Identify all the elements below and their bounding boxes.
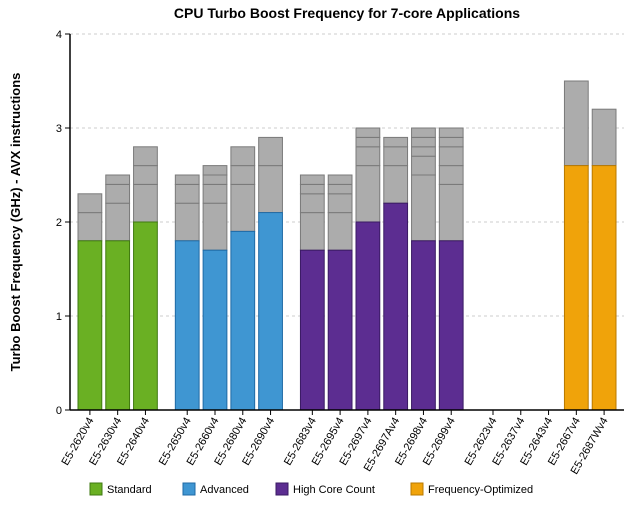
bar-extra-segment [439,166,463,185]
bar-extra-segment [259,137,283,165]
bar-extra-segment [592,109,616,165]
bar-base [259,213,283,410]
bar-extra-segment [412,128,436,137]
bar-base [384,203,408,410]
chart-title: CPU Turbo Boost Frequency for 7-core App… [174,5,520,21]
bar-extra-segment [328,213,352,251]
y-tick-label: 0 [56,405,62,417]
bar-extra-segment [134,166,158,185]
bar-extra-segment [384,166,408,204]
chart-svg: CPU Turbo Boost Frequency for 7-core App… [0,0,634,510]
bar-extra-segment [203,203,227,250]
bar-extra-segment [412,175,436,241]
bar-extra-segment [412,156,436,175]
bar-extra-segment [300,194,324,213]
chart-container: CPU Turbo Boost Frequency for 7-core App… [0,0,634,510]
bar-extra-segment [412,147,436,156]
bar-extra-segment [439,137,463,146]
bar-extra-segment [231,166,255,185]
bar-extra-segment [356,147,380,166]
bar-base [328,250,352,410]
legend-swatch [183,483,195,495]
bar-extra-segment [203,175,227,184]
bar-extra-segment [231,147,255,166]
bar-extra-segment [356,128,380,137]
bar-extra-segment [384,137,408,146]
bar-extra-segment [328,184,352,193]
bar-extra-segment [231,184,255,231]
y-tick-label: 4 [56,29,62,41]
bar-base [564,166,588,410]
bar-extra-segment [78,194,102,213]
bar-extra-segment [300,213,324,251]
bar-extra-segment [300,184,324,193]
bar-extra-segment [300,175,324,184]
bar-extra-segment [439,184,463,240]
bar-extra-segment [175,203,199,241]
legend-label: Standard [107,484,152,496]
legend-swatch [90,483,102,495]
legend-label: Advanced [200,484,249,496]
y-tick-label: 2 [56,217,62,229]
bar-base [300,250,324,410]
y-tick-label: 1 [56,311,62,323]
bar-base [175,241,199,410]
bar-extra-segment [564,81,588,166]
bar-base [231,231,255,410]
bar-base [439,241,463,410]
bar-extra-segment [134,147,158,166]
legend-swatch [411,483,423,495]
bar-extra-segment [412,137,436,146]
bar-extra-segment [259,166,283,213]
bar-base [134,222,158,410]
bar-extra-segment [203,184,227,203]
bar-base [356,222,380,410]
bar-extra-segment [78,213,102,241]
bar-base [592,166,616,410]
bar-extra-segment [356,166,380,222]
bar-extra-segment [106,175,130,184]
legend-label: High Core Count [293,484,375,496]
bar-extra-segment [356,137,380,146]
legend-label: Frequency-Optimized [428,484,533,496]
bar-extra-segment [328,175,352,184]
bar-extra-segment [203,166,227,175]
bar-extra-segment [384,147,408,166]
bar-base [412,241,436,410]
bar-base [78,241,102,410]
bar-base [106,241,130,410]
bar-extra-segment [175,175,199,184]
bar-extra-segment [439,147,463,166]
y-tick-label: 3 [56,123,62,135]
bar-extra-segment [106,184,130,203]
legend-swatch [276,483,288,495]
bar-extra-segment [328,194,352,213]
bar-base [203,250,227,410]
bar-extra-segment [175,184,199,203]
bar-extra-segment [439,128,463,137]
bar-extra-segment [106,203,130,241]
y-axis-label: Turbo Boost Frequency (GHz) - AVX instru… [8,73,23,372]
bar-extra-segment [134,184,158,222]
